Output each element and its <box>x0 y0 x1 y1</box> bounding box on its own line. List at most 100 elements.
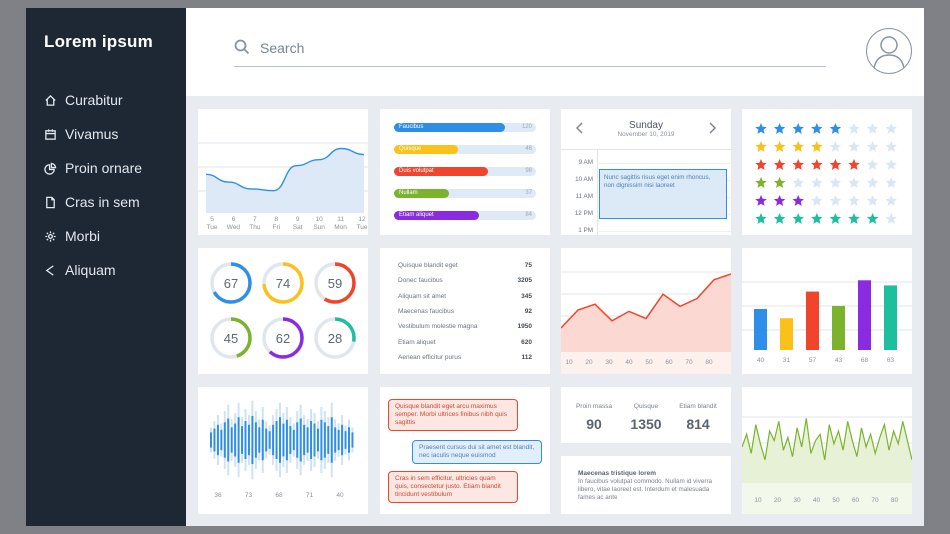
stat-label: Proin massa <box>575 403 613 410</box>
bar <box>832 305 845 350</box>
user-icon <box>872 35 905 68</box>
gear-icon <box>45 230 56 242</box>
tick-label: 10 <box>316 216 324 223</box>
pie-chart-icon <box>44 162 57 175</box>
bar <box>780 318 793 350</box>
sidebar-item-aliquam[interactable]: Aliquam <box>44 262 116 278</box>
table-row: Quisque blandit eget 75 <box>398 262 532 269</box>
chat-message: Praesent cursus dui sit amet est blandit… <box>412 440 542 464</box>
row-label: Quisque blandit eget <box>398 262 458 269</box>
calendar-event[interactable]: Nunc sagittis risus eget enim rhoncus, n… <box>599 169 727 219</box>
tick-label: 12 <box>358 216 366 223</box>
sidebar-item-cras-in-sem[interactable]: Cras in sem <box>44 194 140 210</box>
bar-chart: 40 31 57 43 68 63 <box>742 280 912 364</box>
bar-chart-card: 40 31 57 43 68 63 <box>742 248 912 374</box>
divider <box>597 149 598 235</box>
gauge-arc <box>210 317 252 359</box>
tick-label: 73 <box>245 492 253 499</box>
progress-bar: Etiam aliquet 84 <box>394 211 536 220</box>
calendar-card: Sunday November 10, 2019 9 AM 10 AM 11 AM 1… <box>561 109 731 235</box>
note-body: In faucibus volutpat commodo. Nullam id … <box>578 478 713 501</box>
table-row: Vestibulum molestie magna 1950 <box>398 323 532 330</box>
tick-label: Mon <box>334 224 347 231</box>
axis-band <box>742 483 912 514</box>
tick-label: 31 <box>783 357 791 364</box>
area-fill <box>742 418 912 483</box>
star-filled-icon <box>792 141 804 152</box>
stat-item: Quisque 1350 <box>621 403 671 432</box>
star-empty-icon <box>811 195 823 206</box>
sidebar-item-vivamus[interactable]: Vivamus <box>44 126 118 142</box>
axis-band <box>561 352 731 374</box>
share-icon <box>45 264 54 276</box>
tick-label: 20 <box>585 359 593 366</box>
line-chart-card: 5 Tue 6 Wed 7 Thu 8 Fri 9 Sat 10 Sun 11 Mon 12 Tue <box>198 109 368 235</box>
star-filled-icon <box>811 123 823 134</box>
tick-label: 11 <box>337 216 344 223</box>
table-row: Aenean efficitur purus 112 <box>398 354 532 361</box>
star-filled-icon <box>773 141 786 152</box>
table-row: Maecenas faucibus 92 <box>398 308 532 315</box>
app-title: Lorem ipsum <box>44 32 153 51</box>
tick-label: 9 <box>296 216 300 223</box>
sidebar-item-proin-ornare[interactable]: Proin ornare <box>44 160 142 176</box>
tick-label: Fri <box>272 224 280 231</box>
star-empty-icon <box>885 195 897 206</box>
stat-value: 1350 <box>630 416 662 432</box>
calendar-icon <box>45 128 56 140</box>
next-day-button[interactable] <box>707 121 717 134</box>
gauge-value: 59 <box>328 276 342 291</box>
star-filled-icon <box>811 213 823 224</box>
star-empty-icon <box>885 141 897 152</box>
star-empty-icon <box>829 141 842 152</box>
progress-bar: Duis volutpat 98 <box>394 167 536 176</box>
star-empty-icon <box>829 177 842 188</box>
tick-label: 63 <box>887 357 895 364</box>
sidebar-item-label: Proin ornare <box>65 160 143 176</box>
gauge-arc <box>210 262 252 304</box>
row-label: Maecenas faucibus <box>398 307 455 315</box>
star-filled-icon <box>773 159 786 170</box>
star-filled-icon <box>755 123 767 134</box>
chevron-left-icon <box>576 122 583 134</box>
tick-label: 80 <box>705 359 713 366</box>
gauge-arc <box>262 317 304 359</box>
star-filled-icon <box>773 177 786 188</box>
time-label: 12 PM <box>574 210 593 217</box>
prev-day-button[interactable] <box>575 121 585 134</box>
star-filled-icon <box>755 159 767 170</box>
progress-bar: Quisque 46 <box>394 145 536 154</box>
user-avatar[interactable] <box>866 28 912 74</box>
search-icon[interactable] <box>234 39 250 55</box>
stat-label: Quisque <box>633 403 659 410</box>
stat-item: Proin massa 90 <box>569 403 619 432</box>
waveform-card: 36 73 68 71 40 <box>198 387 368 514</box>
tick-label: 5 <box>210 216 214 223</box>
row-label: Aliquam sit amet <box>398 292 447 300</box>
tick-label: 40 <box>625 359 633 366</box>
line-chart: 10 20 30 40 50 60 70 80 <box>742 416 912 514</box>
tick-label: Sat <box>293 224 303 231</box>
chat-card: Quisque blandit eget arcu maximus semper… <box>380 387 550 514</box>
sidebar-item-label: Vivamus <box>65 126 119 142</box>
progress-bar: Nullam 37 <box>394 189 536 198</box>
row-value: 92 <box>524 307 532 315</box>
search-input[interactable] <box>260 35 800 61</box>
stat-value: 814 <box>686 416 710 432</box>
bar <box>754 309 767 350</box>
sidebar-item-morbi[interactable]: Morbi <box>44 228 100 244</box>
search-bar <box>234 35 826 67</box>
tick-label: 40 <box>813 497 821 504</box>
sidebar-item-curabitur[interactable]: Curabitur <box>44 92 123 108</box>
row-value: 75 <box>524 262 532 269</box>
gauges: 67 74 59 45 62 28 <box>210 262 356 359</box>
progress-bar-value: 120 <box>521 124 532 130</box>
stat-label: Etiam blandit <box>679 403 717 410</box>
gauge-arc <box>314 262 356 304</box>
progress-bar-value: 37 <box>525 190 532 196</box>
tick-label: 30 <box>605 359 613 366</box>
data-line <box>205 147 365 192</box>
sidebar-item-label: Morbi <box>65 228 101 244</box>
star-filled-icon <box>811 159 823 170</box>
tick-label: 50 <box>645 359 653 366</box>
